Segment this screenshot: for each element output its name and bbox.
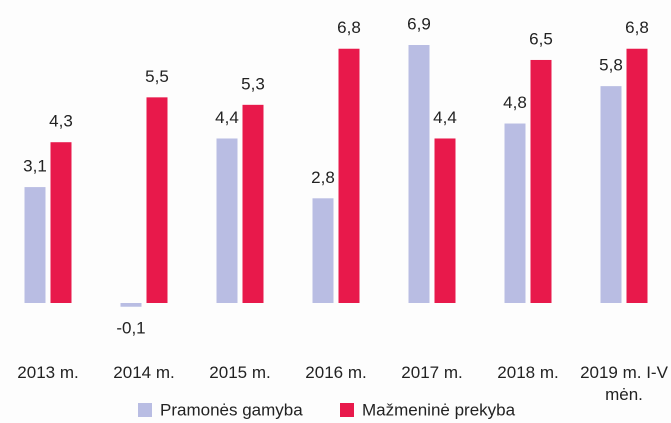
bar <box>24 187 46 303</box>
bar <box>146 97 168 303</box>
data-label: 6,8 <box>625 18 649 37</box>
bar <box>338 48 360 303</box>
data-label: 6,5 <box>529 29 553 48</box>
x-tick-label: 2016 m. <box>305 363 367 382</box>
legend-swatch <box>138 403 152 417</box>
legend-swatch <box>340 403 354 417</box>
data-label: 5,8 <box>599 56 623 75</box>
bar <box>626 48 648 303</box>
data-label: 5,3 <box>241 74 265 93</box>
legend-label: Mažmeninė prekyba <box>362 400 516 419</box>
bar <box>50 142 72 303</box>
data-label: 4,4 <box>215 108 239 127</box>
x-tick-label: 2018 m. <box>497 363 559 382</box>
x-tick-label: 2015 m. <box>209 363 271 382</box>
x-tick-label: 2013 m. <box>17 363 79 382</box>
bar <box>434 138 456 303</box>
x-tick-label: 2017 m. <box>401 363 463 382</box>
bar <box>504 123 526 304</box>
bar <box>216 138 238 303</box>
data-label: 4,8 <box>503 93 527 112</box>
data-label: 3,1 <box>23 157 47 176</box>
data-label: 4,3 <box>49 112 73 131</box>
data-label: 6,9 <box>407 14 431 33</box>
data-label: 2,8 <box>311 168 335 187</box>
bar <box>530 59 552 304</box>
bar <box>312 198 334 303</box>
x-tick-label: 2019 m. I-V mėn. <box>580 363 668 404</box>
bar <box>408 45 430 303</box>
data-label: 6,8 <box>337 18 361 37</box>
bar <box>242 104 264 304</box>
data-label: 5,5 <box>145 67 169 86</box>
data-label: -0,1 <box>116 318 145 337</box>
x-tick-label: 2014 m. <box>113 363 175 382</box>
data-label: 4,4 <box>433 108 457 127</box>
bar <box>120 303 142 307</box>
bar <box>600 86 622 303</box>
legend-label: Pramonės gamyba <box>160 400 303 419</box>
